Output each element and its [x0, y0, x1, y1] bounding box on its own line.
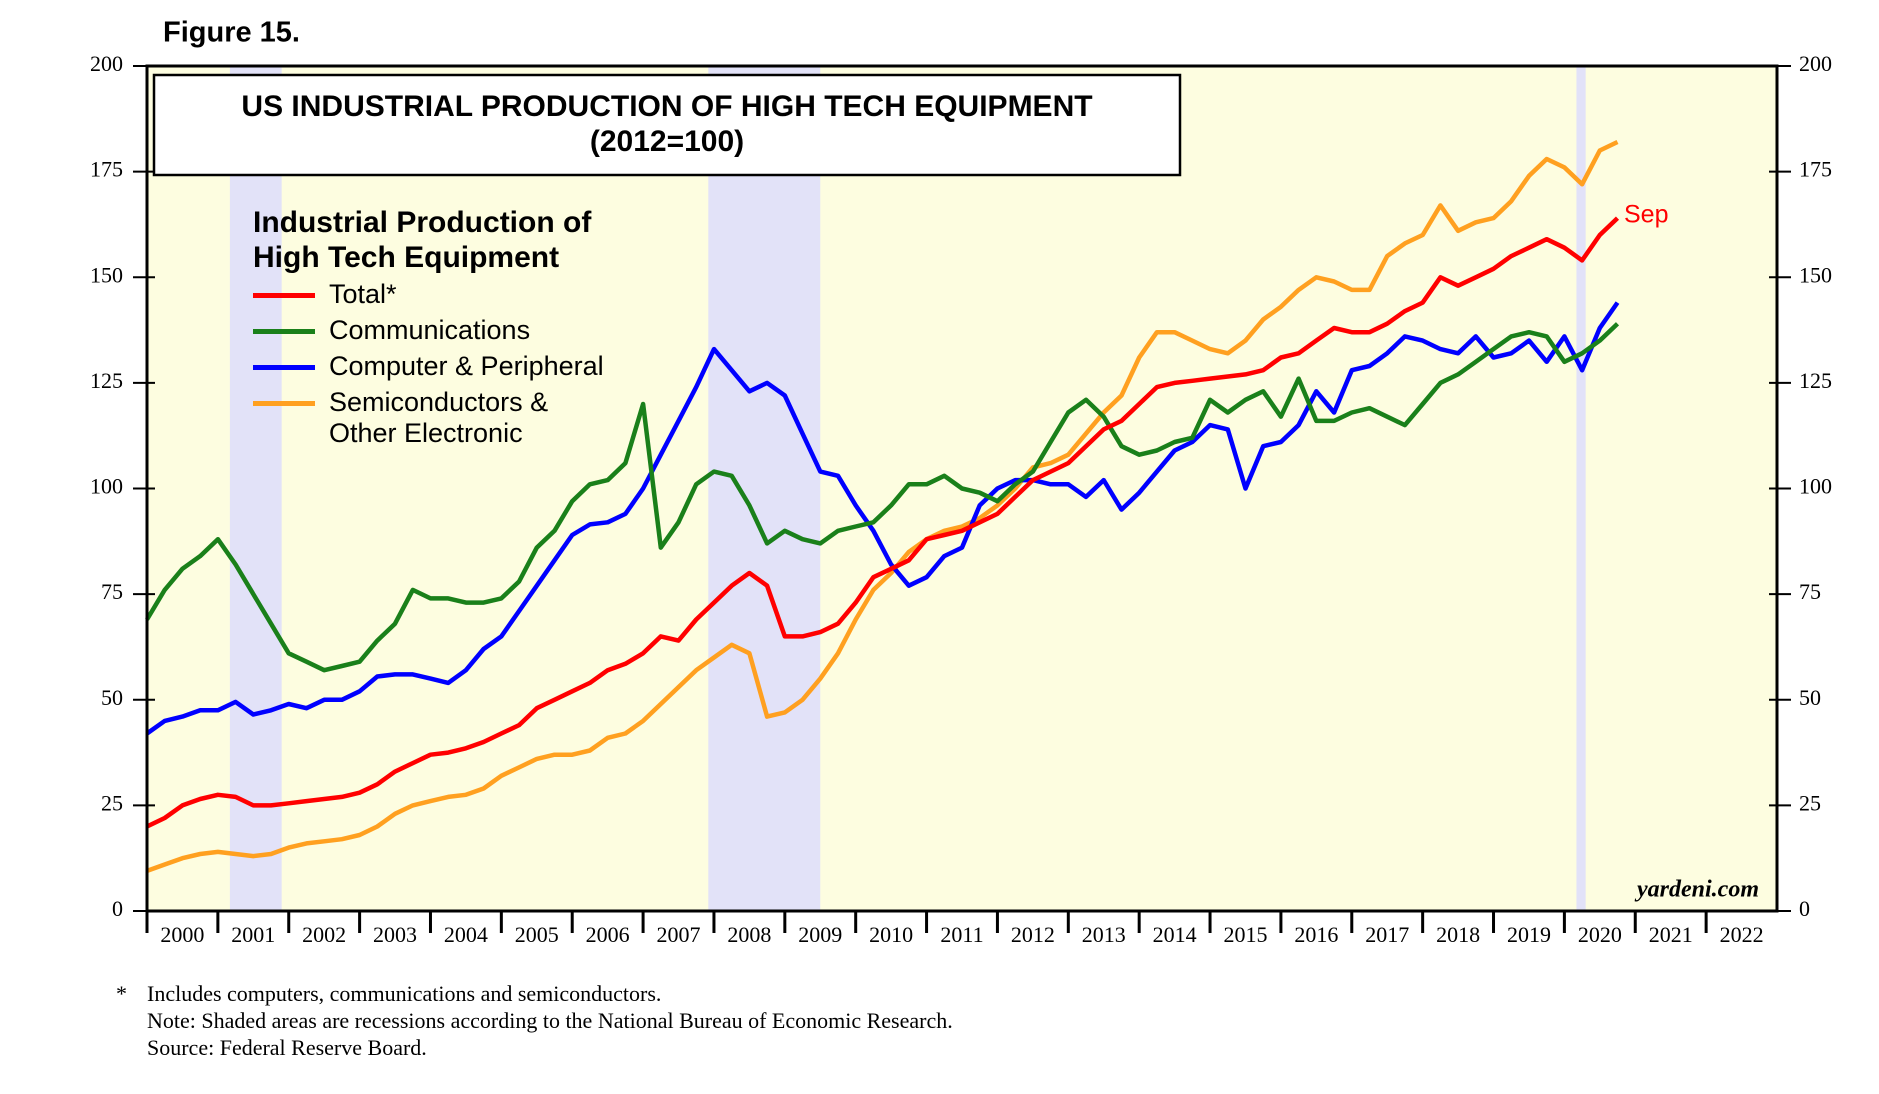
y2-tick-label: 50 — [1799, 685, 1821, 710]
y-tick-label: 200 — [90, 51, 123, 76]
x-tick-label: 2006 — [586, 922, 630, 947]
series-line — [145, 322, 1620, 673]
y-tick-label: 50 — [101, 685, 123, 710]
x-tick-label: 2016 — [1294, 922, 1338, 947]
annotation: Sep — [1624, 201, 1668, 229]
y-tick-label: 75 — [101, 579, 123, 604]
legend-title: Industrial Production of High Tech Equip… — [253, 206, 592, 274]
plot-frame — [145, 64, 1779, 913]
y-tick-label: 150 — [90, 262, 123, 287]
footnote: Note: Shaded areas are recessions accord… — [147, 1008, 953, 1033]
title-box — [152, 73, 1182, 177]
y2-tick-label: 175 — [1799, 157, 1832, 182]
legend-item: Computer & Peripheral — [253, 351, 604, 387]
x-tick-label: 2018 — [1436, 922, 1480, 947]
x-tick-label: 2001 — [231, 922, 275, 947]
x-tick-label: 2005 — [515, 922, 559, 947]
x-tick-label: 2015 — [1223, 922, 1267, 947]
legend-label: Semiconductors & Other Electronic — [329, 387, 549, 448]
x-tick-label: 2021 — [1649, 922, 1693, 947]
x-tick-label: 2014 — [1153, 922, 1197, 947]
x-tick-label: 2013 — [1082, 922, 1126, 947]
source-mark: yardeni.com — [1634, 877, 1759, 903]
x-tick-label: 2010 — [869, 922, 913, 947]
series-line — [145, 301, 1620, 736]
x-tick-label: 2009 — [798, 922, 842, 947]
y-tick-label: 125 — [90, 368, 123, 393]
chart-subtitle: (2012=100) — [590, 125, 744, 158]
legend-item: Total* — [253, 279, 604, 315]
y-tick-label: 25 — [101, 790, 123, 815]
y2-tick-label: 25 — [1799, 790, 1821, 815]
x-tick-label: 2002 — [302, 922, 346, 947]
footnote: Source: Federal Reserve Board. — [147, 1035, 427, 1060]
x-tick-label: 2003 — [373, 922, 417, 947]
y2-tick-label: 125 — [1799, 368, 1832, 393]
recession-band — [1576, 66, 1586, 911]
y2-tick-label: 100 — [1799, 474, 1832, 499]
y2-tick-label: 150 — [1799, 262, 1832, 287]
legend-swatch — [253, 293, 315, 298]
series-line — [146, 216, 1620, 829]
legend-label: Total* — [329, 279, 397, 309]
figure-label: Figure 15. — [163, 17, 300, 49]
x-tick-label: 2012 — [1011, 922, 1055, 947]
legend-item: Communications — [253, 315, 604, 351]
footnote-marker: * — [116, 981, 127, 1006]
y-tick-label: 175 — [90, 157, 123, 182]
series-line — [146, 139, 1619, 874]
recession-band — [708, 66, 821, 911]
x-tick-label: 2000 — [160, 922, 204, 947]
x-tick-label: 2019 — [1507, 922, 1551, 947]
y-tick-label: 100 — [90, 474, 123, 499]
legend-swatch — [253, 401, 315, 406]
legend-swatch — [253, 365, 315, 370]
x-tick-label: 2020 — [1578, 922, 1622, 947]
y2-tick-label: 200 — [1799, 51, 1832, 76]
legend-swatch — [253, 329, 315, 334]
legend-item: Semiconductors & Other Electronic — [253, 387, 604, 448]
y2-tick-label: 75 — [1799, 579, 1821, 604]
chart-title: US INDUSTRIAL PRODUCTION OF HIGH TECH EQ… — [241, 90, 1092, 123]
x-tick-label: 2017 — [1365, 922, 1409, 947]
legend-label: Communications — [329, 315, 531, 345]
legend-label: Computer & Peripheral — [329, 351, 604, 381]
y2-tick-label: 0 — [1799, 896, 1810, 921]
y-tick-label: 0 — [112, 896, 123, 921]
x-tick-label: 2004 — [444, 922, 488, 947]
legend: Industrial Production of High Tech Equip… — [253, 205, 604, 448]
x-tick-label: 2007 — [657, 922, 701, 947]
x-tick-label: 2011 — [940, 922, 983, 947]
footnote: Includes computers, communications and s… — [147, 981, 661, 1006]
x-tick-label: 2022 — [1720, 922, 1764, 947]
recession-band — [229, 66, 282, 911]
x-tick-label: 2008 — [727, 922, 771, 947]
